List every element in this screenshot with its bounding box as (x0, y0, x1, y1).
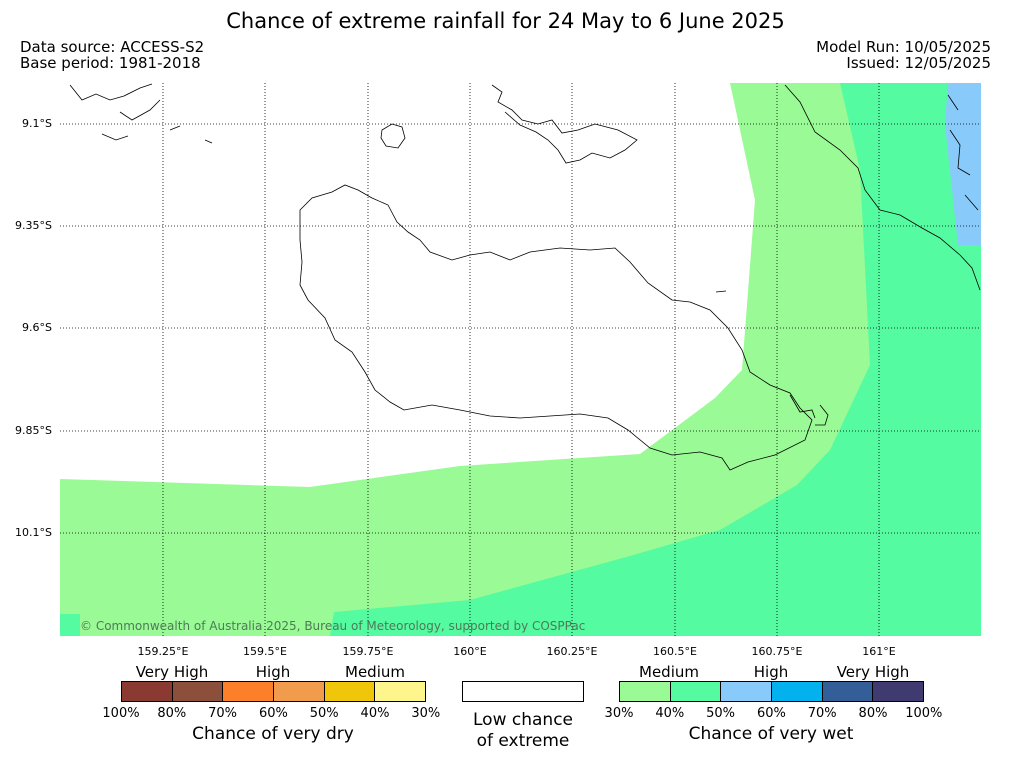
wet-tick-label: 50% (706, 706, 736, 721)
wet-tick-label: 60% (756, 706, 786, 721)
dry-tick-label: 30% (411, 706, 441, 721)
wet-swatch (822, 682, 874, 701)
low-chance-label: Low chance of extreme (448, 710, 598, 752)
florida-islands-coastline (491, 84, 638, 164)
dry-swatch (324, 682, 376, 701)
wet-swatch (620, 682, 671, 701)
dry-tick-label: 50% (309, 706, 339, 721)
latitude-label: 10.1°S (15, 526, 52, 539)
wet-tick-label: 30% (604, 706, 634, 721)
wet-swatch (670, 682, 722, 701)
zone-30-40 (60, 83, 981, 636)
longitude-label: 159.5°E (243, 645, 287, 658)
dry-tick-label: 100% (102, 706, 140, 721)
model-run-label: Model Run: 10/05/2025 (816, 38, 991, 56)
latitude-label: 9.85°S (15, 424, 52, 437)
low-chance-line1: Low chance (473, 710, 573, 730)
latitude-label: 9.6°S (22, 321, 52, 334)
guadalcanal-coastline (299, 184, 813, 471)
dry-category-very-high: Very High (135, 663, 209, 681)
zone-40-50-sw (60, 614, 80, 636)
longitude-label: 160.25°E (546, 645, 598, 658)
dry-tick-label: 80% (157, 706, 187, 721)
russell-islands-coastline (69, 83, 213, 144)
coastlines (69, 83, 981, 471)
wet-tick-label: 80% (858, 706, 888, 721)
copyright-notice: © Commonwealth of Australia 2025, Bureau… (80, 619, 586, 633)
dry-swatch (172, 682, 224, 701)
savo-island-coastline (380, 123, 406, 149)
zone-40-50 (330, 83, 981, 636)
dry-tick-label: 40% (360, 706, 390, 721)
longitude-label: 159.75°E (342, 645, 394, 658)
dry-category-medium: Medium (345, 663, 405, 681)
wet-category-very-high: Very High (836, 663, 910, 681)
dry-swatch (375, 682, 426, 701)
map-title: Chance of extreme rainfall for 24 May to… (226, 9, 785, 33)
wet-swatch (721, 682, 773, 701)
dry-category-high: High (255, 663, 291, 681)
low-chance-line2: of extreme (476, 731, 570, 751)
wet-legend-title: Chance of very wet (688, 724, 854, 744)
dry-tick-label: 70% (208, 706, 238, 721)
dry-swatch (122, 682, 173, 701)
dry-tick-label: 60% (258, 706, 288, 721)
longitude-label: 160°E (453, 645, 487, 658)
wet-category-medium: Medium (639, 663, 699, 681)
dry-swatch (223, 682, 275, 701)
longitude-label: 159.25°E (137, 645, 189, 658)
wet-category-high: High (753, 663, 789, 681)
wet-tick-label: 100% (905, 706, 943, 721)
low-chance-swatch (462, 681, 584, 702)
dry-swatch (274, 682, 325, 701)
longitude-label: 160.75°E (751, 645, 803, 658)
dry-color-bar (121, 681, 426, 702)
northeast-islets-coastline (947, 94, 979, 211)
dry-legend-title: Chance of very dry (192, 724, 354, 744)
malaita-coastline (784, 84, 981, 291)
zone-50-60 (945, 83, 981, 245)
wet-tick-label: 70% (807, 706, 837, 721)
wet-swatch (873, 682, 924, 701)
latitude-label: 9.1°S (22, 117, 52, 130)
longitude-label: 161°E (862, 645, 896, 658)
latitude-label: 9.35°S (15, 219, 52, 232)
rainfall-map (60, 83, 981, 636)
wet-tick-label: 40% (655, 706, 685, 721)
marau-islets-coastline (715, 290, 829, 426)
data-source-label: Data source: ACCESS-S2 (20, 38, 205, 56)
base-period-label: Base period: 1981-2018 (20, 54, 201, 72)
issued-label: Issued: 12/05/2025 (846, 54, 991, 72)
wet-swatch (772, 682, 823, 701)
longitude-label: 160.5°E (653, 645, 697, 658)
graticule (60, 83, 981, 636)
wet-color-bar (619, 681, 924, 702)
